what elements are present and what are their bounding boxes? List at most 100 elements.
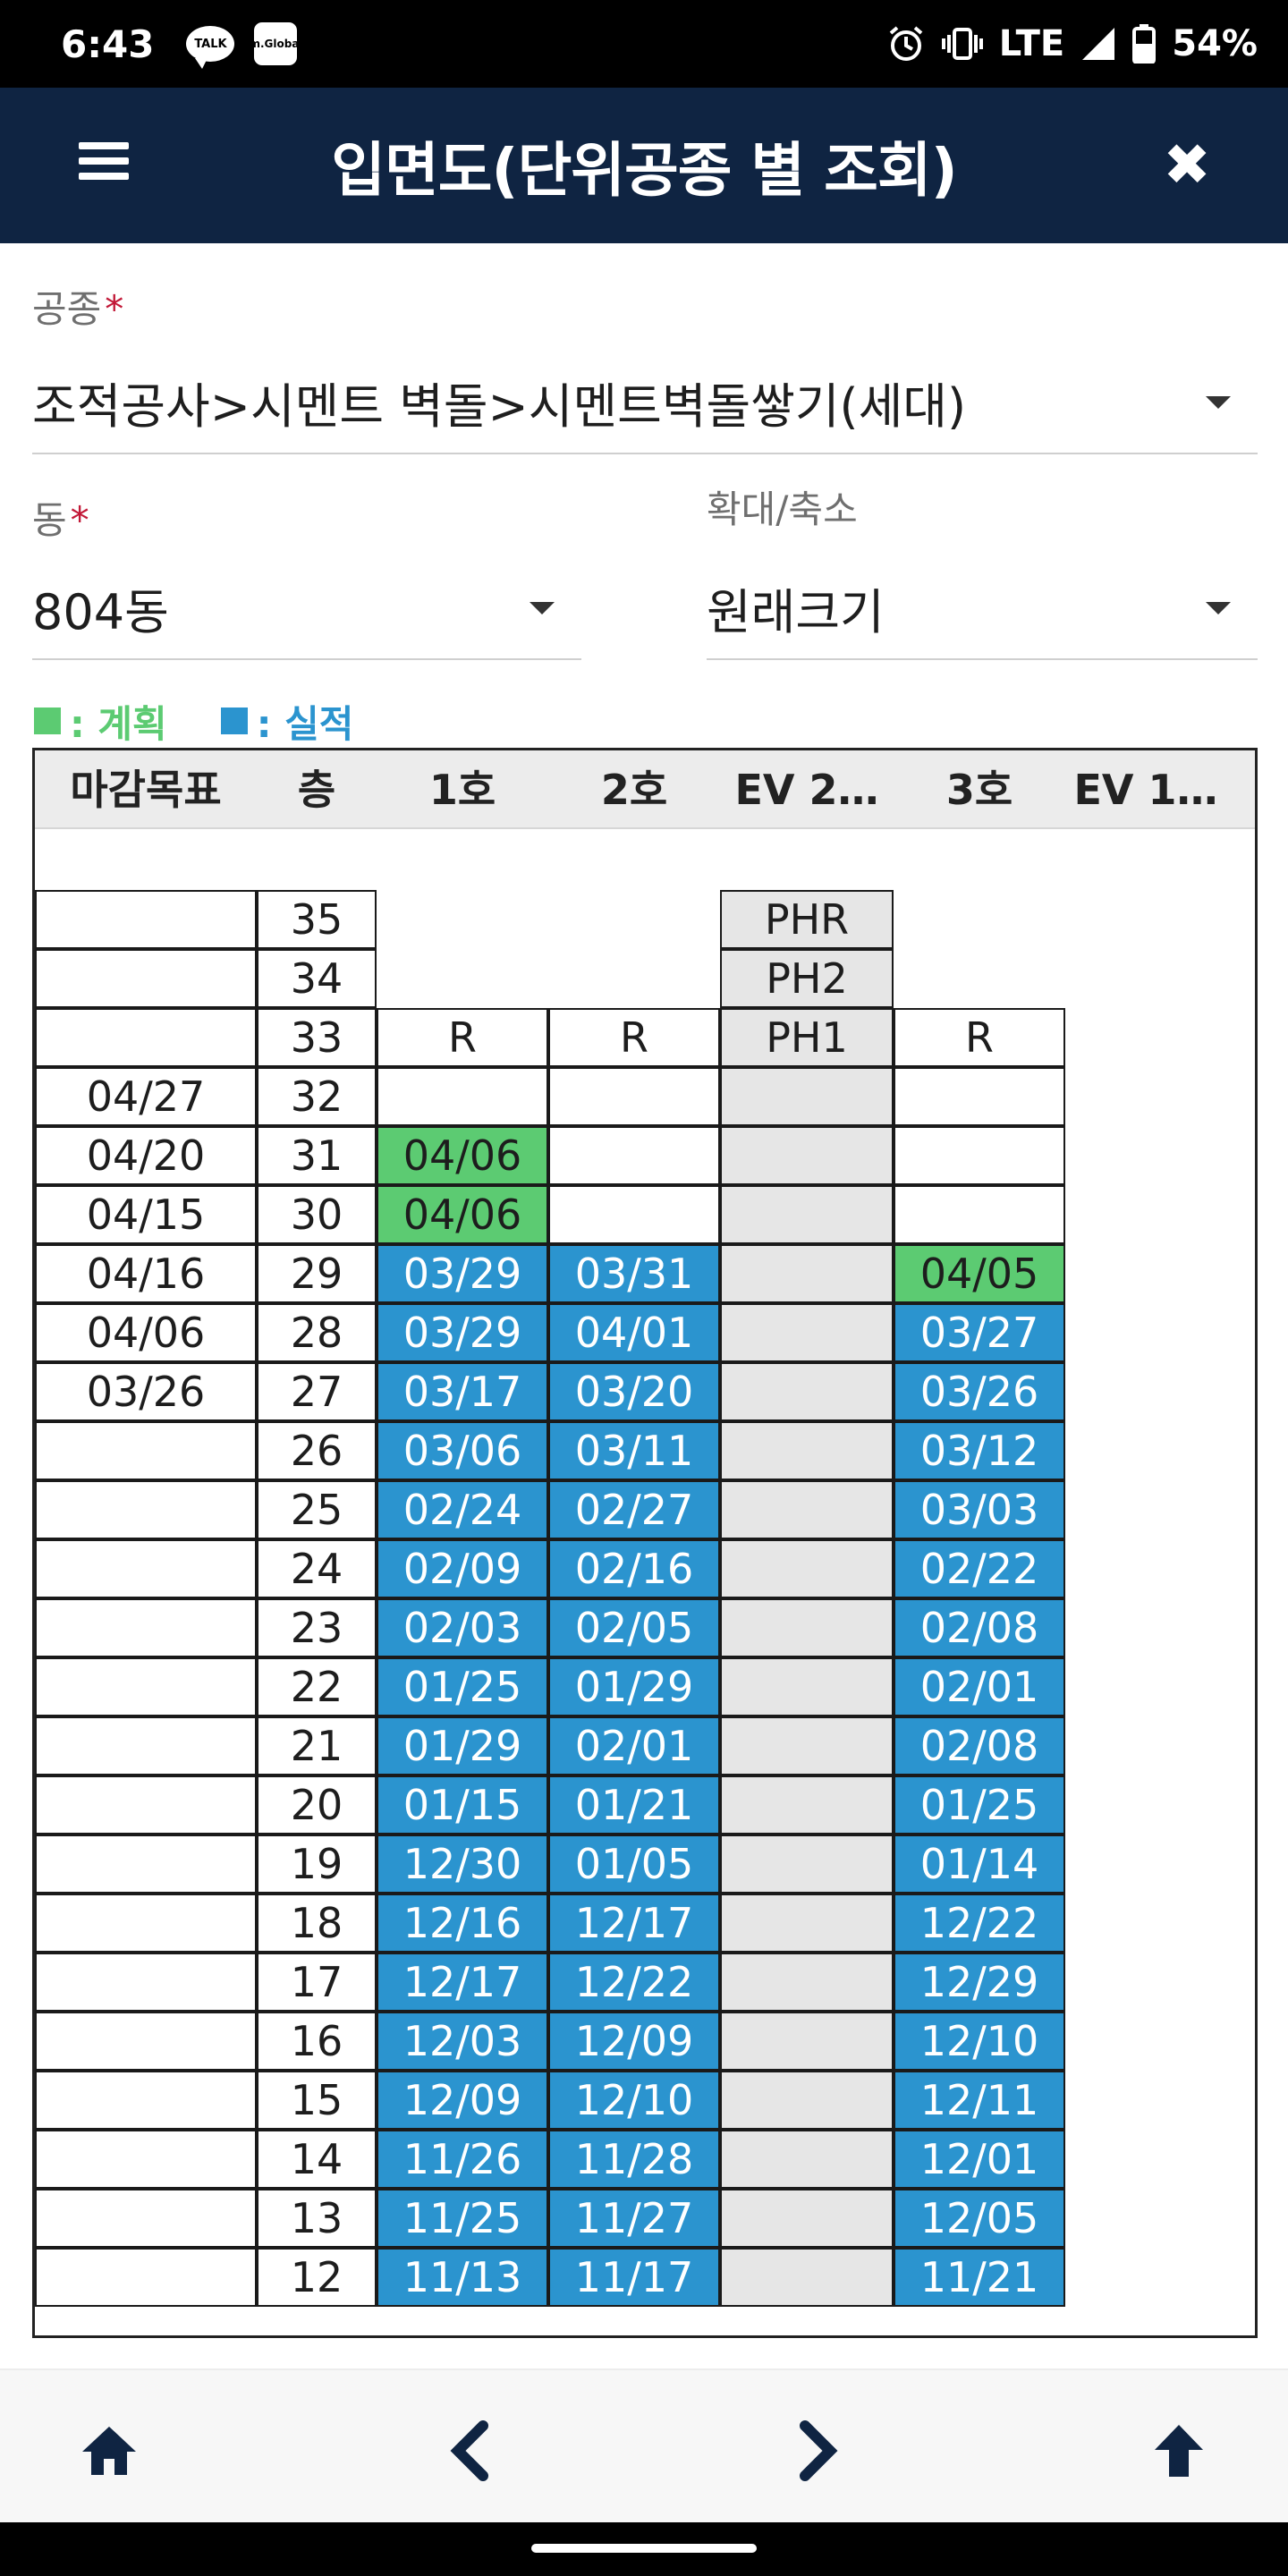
ev-cell[interactable] <box>720 1716 894 1775</box>
ev-cell[interactable] <box>720 1362 894 1421</box>
floor-cell[interactable]: 24 <box>257 1539 377 1598</box>
floor-cell[interactable]: 32 <box>257 1067 377 1126</box>
floor-cell[interactable]: 14 <box>257 2130 377 2189</box>
ev-cell[interactable] <box>720 2248 894 2307</box>
chevron-right-icon[interactable] <box>775 2406 864 2496</box>
target-cell[interactable] <box>35 2012 257 2071</box>
unit-cell-u2[interactable]: 02/16 <box>548 1539 720 1598</box>
target-cell[interactable] <box>35 1775 257 1835</box>
floor-cell[interactable]: 23 <box>257 1598 377 1657</box>
floor-cell[interactable]: 13 <box>257 2189 377 2248</box>
unit-cell-u3[interactable] <box>894 1126 1065 1185</box>
target-cell[interactable]: 04/15 <box>35 1185 257 1244</box>
unit-cell-u2[interactable]: 04/01 <box>548 1303 720 1362</box>
floor-cell[interactable]: 26 <box>257 1421 377 1480</box>
target-cell[interactable] <box>35 1421 257 1480</box>
ev-cell[interactable] <box>720 2071 894 2130</box>
arrow-up-icon[interactable] <box>1134 2406 1224 2496</box>
unit-cell-u2[interactable]: 12/22 <box>548 1953 720 2012</box>
ev-cell[interactable] <box>720 1067 894 1126</box>
unit-cell-u3[interactable]: 12/05 <box>894 2189 1065 2248</box>
unit-cell-u2[interactable]: 11/17 <box>548 2248 720 2307</box>
target-cell[interactable]: 04/06 <box>35 1303 257 1362</box>
unit-cell-u1[interactable]: 02/24 <box>377 1480 548 1539</box>
floor-cell[interactable]: 30 <box>257 1185 377 1244</box>
ev-cell[interactable] <box>720 1480 894 1539</box>
unit-cell-u1[interactable]: 11/25 <box>377 2189 548 2248</box>
elevation-grid[interactable]: 마감목표 층 1호 2호 EV 2… 3호 EV 1… 35 PHR 34 PH2 33… <box>32 748 1258 2338</box>
floor-cell[interactable]: 21 <box>257 1716 377 1775</box>
unit-cell-u3[interactable]: R <box>894 1008 1065 1067</box>
unit-cell-u3[interactable]: 03/12 <box>894 1421 1065 1480</box>
floor-cell[interactable]: 33 <box>257 1008 377 1067</box>
target-cell[interactable] <box>35 949 257 1008</box>
target-cell[interactable] <box>35 1894 257 1953</box>
ev-cell[interactable] <box>720 2012 894 2071</box>
unit-cell-u1[interactable]: 01/29 <box>377 1716 548 1775</box>
unit-cell-u1[interactable]: 02/03 <box>377 1598 548 1657</box>
floor-cell[interactable]: 16 <box>257 2012 377 2071</box>
unit-cell-u3[interactable]: 02/22 <box>894 1539 1065 1598</box>
target-cell[interactable] <box>35 1598 257 1657</box>
floor-cell[interactable]: 25 <box>257 1480 377 1539</box>
ev-cell[interactable]: PHR <box>720 890 894 949</box>
unit-cell-u3[interactable]: 04/05 <box>894 1244 1065 1303</box>
unit-cell-u2[interactable]: 11/27 <box>548 2189 720 2248</box>
floor-cell[interactable]: 35 <box>257 890 377 949</box>
floor-cell[interactable]: 28 <box>257 1303 377 1362</box>
floor-cell[interactable]: 17 <box>257 1953 377 2012</box>
unit-cell-u2[interactable]: 12/17 <box>548 1894 720 1953</box>
unit-cell-u3[interactable]: 12/01 <box>894 2130 1065 2189</box>
floor-cell[interactable]: 34 <box>257 949 377 1008</box>
unit-cell-u1[interactable]: 04/06 <box>377 1185 548 1244</box>
target-cell[interactable]: 04/20 <box>35 1126 257 1185</box>
unit-cell-u3[interactable]: 12/10 <box>894 2012 1065 2071</box>
unit-cell-u3[interactable]: 11/21 <box>894 2248 1065 2307</box>
unit-cell-u1[interactable]: 01/15 <box>377 1775 548 1835</box>
unit-cell-u1[interactable]: 03/06 <box>377 1421 548 1480</box>
unit-cell-u2[interactable]: 02/05 <box>548 1598 720 1657</box>
trade-select[interactable]: 조적공사>시멘트 벽돌>시멘트벽돌쌓기(세대) <box>32 351 1258 454</box>
unit-cell-u2[interactable]: 01/05 <box>548 1835 720 1894</box>
unit-cell-u2[interactable]: 02/27 <box>548 1480 720 1539</box>
unit-cell-u2[interactable] <box>548 1067 720 1126</box>
ev-cell[interactable] <box>720 1657 894 1716</box>
unit-cell-u3[interactable]: 02/01 <box>894 1657 1065 1716</box>
target-cell[interactable] <box>35 1480 257 1539</box>
target-cell[interactable] <box>35 1953 257 2012</box>
unit-cell-u3[interactable]: 12/22 <box>894 1894 1065 1953</box>
unit-cell-u1[interactable]: 12/16 <box>377 1894 548 1953</box>
unit-cell-u3[interactable]: 02/08 <box>894 1716 1065 1775</box>
unit-cell-u3[interactable] <box>894 1067 1065 1126</box>
zoom-select[interactable]: 원래크기 <box>707 556 1258 660</box>
unit-cell-u1[interactable]: 01/25 <box>377 1657 548 1716</box>
unit-cell-u1[interactable]: 03/29 <box>377 1244 548 1303</box>
unit-cell-u1[interactable]: 12/17 <box>377 1953 548 2012</box>
hamburger-icon[interactable] <box>79 134 134 197</box>
target-cell[interactable] <box>35 1657 257 1716</box>
target-cell[interactable]: 04/27 <box>35 1067 257 1126</box>
home-gesture-pill[interactable] <box>531 2544 757 2553</box>
unit-cell-u3[interactable]: 02/08 <box>894 1598 1065 1657</box>
ev-cell[interactable] <box>720 1539 894 1598</box>
target-cell[interactable] <box>35 1716 257 1775</box>
floor-cell[interactable]: 20 <box>257 1775 377 1835</box>
ev-cell[interactable] <box>720 1185 894 1244</box>
unit-cell-u1[interactable]: 04/06 <box>377 1126 548 1185</box>
unit-cell-u2[interactable]: R <box>548 1008 720 1067</box>
unit-cell-u2[interactable]: 02/01 <box>548 1716 720 1775</box>
target-cell[interactable] <box>35 2071 257 2130</box>
ev-cell[interactable] <box>720 1775 894 1835</box>
floor-cell[interactable]: 22 <box>257 1657 377 1716</box>
unit-cell-u3[interactable]: 01/25 <box>894 1775 1065 1835</box>
ev-cell[interactable] <box>720 1598 894 1657</box>
ev-cell[interactable] <box>720 1894 894 1953</box>
unit-cell-u2[interactable] <box>548 1185 720 1244</box>
ev-cell[interactable] <box>720 1126 894 1185</box>
unit-cell-u1[interactable]: 11/13 <box>377 2248 548 2307</box>
unit-cell-u2[interactable]: 03/20 <box>548 1362 720 1421</box>
unit-cell-u2[interactable]: 12/09 <box>548 2012 720 2071</box>
unit-cell-u2[interactable]: 01/21 <box>548 1775 720 1835</box>
ev-cell[interactable] <box>720 1244 894 1303</box>
unit-cell-u3[interactable]: 12/11 <box>894 2071 1065 2130</box>
